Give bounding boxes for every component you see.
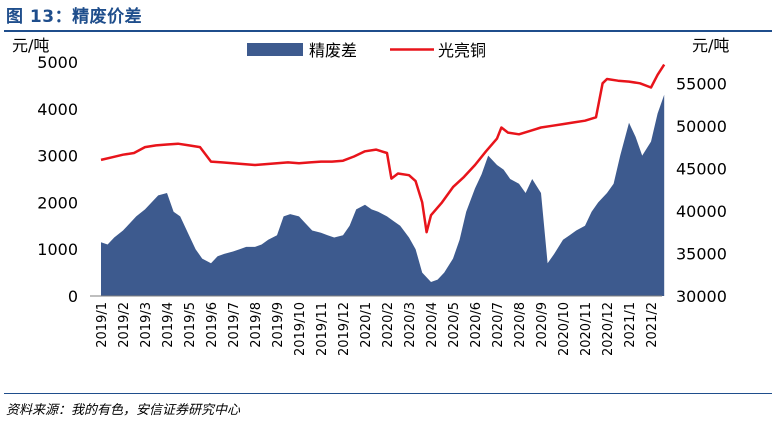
series-line-guangliangtong xyxy=(100,63,666,234)
left-tick-label: 2000 xyxy=(37,193,78,212)
x-tick-label: 2020/6 xyxy=(469,302,484,348)
x-tick-label: 2020/1 xyxy=(359,302,374,348)
axes-layer: 0 1000 2000 3000 4000 5000 30000 35000 40000 4500… xyxy=(12,36,729,356)
left-tick-label: 1000 xyxy=(37,240,78,259)
series-area-jingfeicha xyxy=(101,94,665,296)
x-tick-label: 2019/5 xyxy=(183,302,198,348)
x-tick-label: 2019/1 xyxy=(95,302,110,348)
x-tick-label: 2019/7 xyxy=(227,302,242,348)
right-tick-label: 35000 xyxy=(676,244,727,263)
x-tick-label: 2019/11 xyxy=(315,302,330,356)
bottom-rule xyxy=(4,393,772,394)
x-tick-label: 2020/2 xyxy=(381,302,396,348)
x-tick-label: 2020/9 xyxy=(535,302,550,348)
right-tick-label: 30000 xyxy=(676,287,727,306)
title-rule xyxy=(4,30,772,32)
area-layer xyxy=(101,94,665,296)
x-tick-label: 2019/4 xyxy=(161,302,176,348)
x-tick-label: 2019/10 xyxy=(293,302,308,356)
x-tick-label: 2019/12 xyxy=(337,302,352,356)
left-tick-label: 4000 xyxy=(37,100,78,119)
x-tick-label: 2020/8 xyxy=(513,302,528,348)
line-layer xyxy=(100,63,666,234)
x-tick-label: 2019/6 xyxy=(205,302,220,348)
left-tick-label: 5000 xyxy=(37,53,78,72)
right-tick-label: 50000 xyxy=(676,117,727,136)
legend: 精废差 光亮铜 xyxy=(247,41,486,60)
figure-title: 图 13：精废价差 xyxy=(6,7,143,27)
left-tick-label: 0 xyxy=(68,287,78,306)
x-tick-label: 2020/7 xyxy=(491,302,506,348)
right-axis-unit: 元/吨 xyxy=(692,36,729,55)
x-tick-label: 2019/8 xyxy=(249,302,264,348)
x-tick-label: 2021/1 xyxy=(623,302,638,348)
x-tick-label: 2020/4 xyxy=(425,302,440,348)
x-tick-label: 2020/10 xyxy=(557,302,572,356)
x-tick-label: 2019/2 xyxy=(117,302,132,348)
legend-label-area: 精废差 xyxy=(309,41,357,60)
x-tick-label: 2019/9 xyxy=(271,302,286,348)
source-note: 资料来源：我的有色，安信证券研究中心 xyxy=(6,403,241,418)
left-axis-unit: 元/吨 xyxy=(12,36,49,55)
x-tick-label: 2020/11 xyxy=(579,302,594,356)
right-tick-label: 55000 xyxy=(676,74,727,93)
x-tick-label: 2021/2 xyxy=(645,302,660,348)
x-tick-label: 2020/12 xyxy=(601,302,616,356)
right-tick-label: 40000 xyxy=(676,202,727,221)
left-tick-label: 3000 xyxy=(37,147,78,166)
right-tick-label: 45000 xyxy=(676,159,727,178)
legend-swatch-area xyxy=(247,43,303,56)
legend-label-line: 光亮铜 xyxy=(438,41,486,60)
x-tick-label: 2019/3 xyxy=(139,302,154,348)
spread-chart: 0 1000 2000 3000 4000 5000 30000 35000 40000 4500… xyxy=(12,36,729,356)
x-tick-label: 2020/3 xyxy=(403,302,418,348)
x-tick-label: 2020/5 xyxy=(447,302,462,348)
